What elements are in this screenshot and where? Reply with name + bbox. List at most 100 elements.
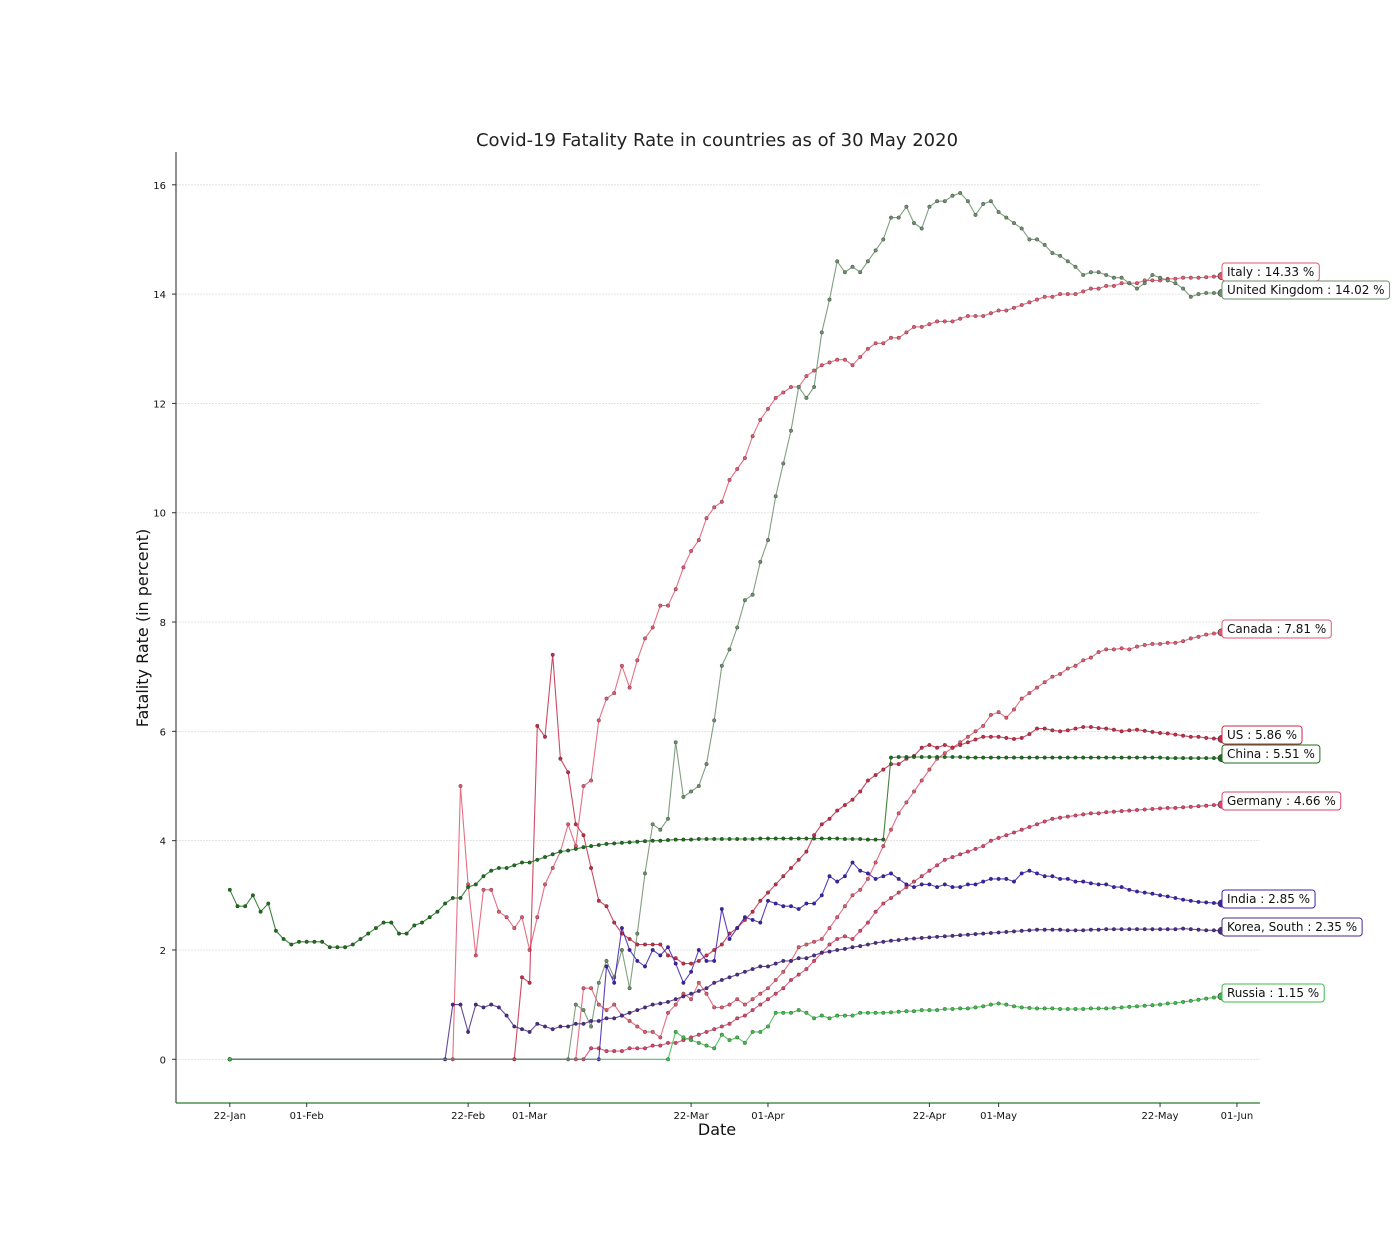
data-point bbox=[1135, 927, 1139, 932]
data-point bbox=[973, 846, 978, 851]
data-point bbox=[1081, 755, 1086, 760]
data-point bbox=[827, 942, 832, 947]
y-tick-label: 14 bbox=[153, 290, 166, 301]
data-point bbox=[842, 1013, 847, 1018]
data-point bbox=[435, 909, 440, 914]
data-point bbox=[504, 915, 509, 920]
data-point bbox=[1158, 731, 1163, 735]
data-point bbox=[443, 901, 448, 906]
data-point bbox=[758, 559, 763, 564]
data-point bbox=[927, 322, 932, 327]
data-point bbox=[666, 816, 670, 821]
data-point bbox=[781, 874, 786, 879]
data-point bbox=[1150, 729, 1155, 734]
data-point bbox=[865, 942, 870, 947]
data-point bbox=[766, 538, 770, 543]
data-point bbox=[1073, 663, 1078, 668]
data-point bbox=[758, 920, 763, 925]
data-point bbox=[596, 980, 601, 985]
data-point bbox=[735, 1035, 740, 1040]
data-point bbox=[766, 836, 770, 841]
data-point bbox=[581, 845, 586, 850]
data-point bbox=[535, 1021, 540, 1026]
data-point bbox=[573, 1021, 578, 1026]
data-point bbox=[281, 937, 286, 941]
data-point bbox=[1127, 1004, 1132, 1009]
data-point bbox=[1081, 289, 1086, 294]
data-point bbox=[1050, 251, 1055, 256]
data-point bbox=[1135, 755, 1139, 760]
data-point bbox=[889, 871, 893, 876]
data-point bbox=[996, 308, 1001, 313]
data-point bbox=[1096, 270, 1101, 275]
data-point bbox=[227, 1057, 232, 1062]
data-point bbox=[1096, 811, 1101, 816]
data-point bbox=[1096, 927, 1101, 932]
data-point bbox=[1058, 253, 1063, 258]
data-point bbox=[627, 840, 632, 845]
data-point bbox=[643, 964, 647, 969]
data-point bbox=[604, 1049, 609, 1054]
data-point bbox=[858, 355, 863, 359]
data-point bbox=[573, 1002, 578, 1007]
data-point bbox=[681, 994, 686, 999]
data-point bbox=[1065, 1007, 1070, 1011]
data-point bbox=[1127, 281, 1132, 286]
data-point bbox=[1019, 1005, 1024, 1010]
data-point bbox=[673, 740, 678, 745]
data-point bbox=[1012, 737, 1016, 741]
data-point bbox=[842, 934, 847, 939]
data-point bbox=[781, 969, 786, 974]
data-point bbox=[1142, 281, 1147, 286]
data-point bbox=[1088, 927, 1093, 932]
data-point bbox=[850, 1013, 855, 1018]
data-point bbox=[1211, 756, 1216, 761]
data-point bbox=[550, 866, 555, 870]
data-point bbox=[827, 360, 832, 365]
data-point bbox=[1111, 1005, 1116, 1010]
data-point bbox=[1211, 901, 1216, 905]
data-point bbox=[719, 978, 724, 982]
data-point bbox=[988, 712, 993, 717]
data-point bbox=[842, 837, 847, 841]
data-point bbox=[1188, 898, 1193, 903]
data-point bbox=[1058, 927, 1063, 932]
data-point bbox=[850, 860, 855, 865]
data-point bbox=[958, 743, 963, 747]
data-point bbox=[935, 199, 940, 204]
data-point bbox=[988, 876, 993, 881]
data-point bbox=[1111, 727, 1116, 732]
data-point bbox=[773, 395, 778, 400]
data-point bbox=[889, 896, 893, 900]
data-point bbox=[1158, 641, 1163, 646]
data-point bbox=[696, 1040, 701, 1045]
data-point bbox=[643, 942, 647, 947]
data-point bbox=[858, 868, 863, 873]
data-point bbox=[896, 890, 901, 895]
data-point bbox=[1104, 273, 1109, 277]
data-point bbox=[1119, 927, 1124, 932]
data-point bbox=[273, 928, 278, 933]
data-point bbox=[1058, 729, 1063, 734]
data-point bbox=[1004, 215, 1009, 220]
data-point bbox=[1081, 273, 1086, 277]
data-point bbox=[881, 901, 886, 906]
data-point bbox=[804, 901, 809, 906]
data-point bbox=[666, 1040, 670, 1045]
data-point bbox=[1096, 882, 1101, 887]
data-point bbox=[496, 866, 501, 870]
data-point bbox=[596, 843, 601, 847]
data-point bbox=[627, 948, 632, 952]
y-tick-label: 0 bbox=[160, 1055, 166, 1066]
end-label-box bbox=[1221, 917, 1363, 937]
data-point bbox=[835, 1013, 840, 1018]
data-point bbox=[742, 1040, 747, 1045]
data-point bbox=[627, 1046, 632, 1051]
data-point bbox=[650, 948, 655, 952]
data-point bbox=[512, 1024, 517, 1029]
data-point bbox=[1027, 825, 1032, 829]
data-point bbox=[973, 882, 978, 887]
data-point bbox=[235, 904, 240, 909]
data-point bbox=[750, 837, 755, 841]
data-point bbox=[919, 745, 924, 750]
